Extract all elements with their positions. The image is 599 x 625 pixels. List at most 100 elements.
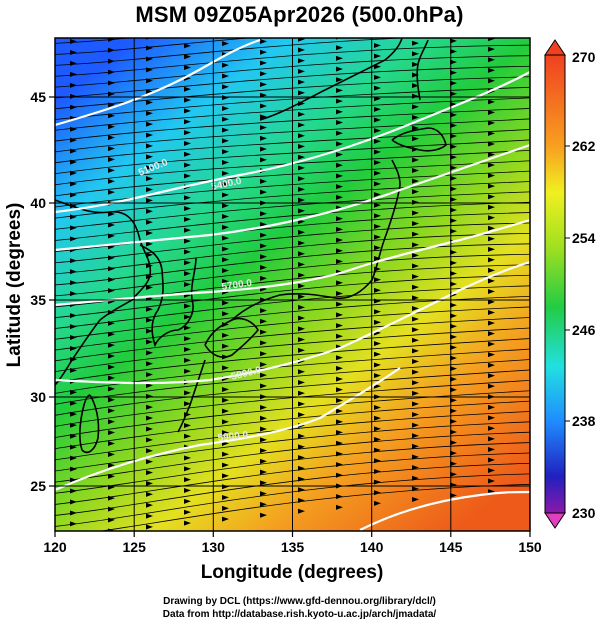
streamline-arrow bbox=[412, 104, 419, 110]
streamline-arrow bbox=[108, 178, 115, 184]
streamline-arrow bbox=[260, 49, 267, 55]
streamline bbox=[55, 431, 530, 483]
streamline-arrow bbox=[488, 288, 495, 294]
streamline-arrow bbox=[222, 397, 229, 403]
streamline-arrow bbox=[450, 218, 457, 224]
streamline-arrow bbox=[108, 233, 115, 239]
streamline-arrow bbox=[260, 38, 267, 44]
streamline-arrow bbox=[146, 110, 153, 116]
streamline-arrow bbox=[450, 144, 457, 150]
streamline-arrow bbox=[70, 214, 77, 220]
streamline-arrow bbox=[488, 457, 495, 463]
streamline-arrow bbox=[70, 324, 77, 330]
streamline-arrow bbox=[412, 125, 419, 131]
streamline-arrow bbox=[488, 38, 495, 42]
streamline-arrow bbox=[184, 303, 191, 309]
streamline bbox=[98, 483, 530, 531]
streamline-arrow bbox=[336, 55, 343, 61]
streamline-arrow bbox=[298, 26, 305, 31]
streamline-arrow bbox=[488, 320, 495, 326]
streamline-arrow bbox=[260, 157, 267, 163]
streamline-arrow bbox=[222, 62, 229, 68]
streamline-arrow bbox=[222, 181, 229, 187]
streamline-arrow bbox=[488, 67, 495, 73]
streamline-arrow bbox=[260, 221, 267, 227]
streamline-arrow bbox=[146, 187, 153, 193]
streamline-arrow bbox=[260, 448, 267, 454]
streamline bbox=[55, 390, 530, 438]
streamline-arrow bbox=[70, 444, 77, 450]
streamline-arrow bbox=[374, 351, 381, 357]
streamline-arrow bbox=[488, 404, 495, 410]
streamline-arrow bbox=[450, 123, 457, 129]
streamline bbox=[55, 452, 530, 505]
streamline-arrow bbox=[488, 278, 495, 284]
streamline-arrow bbox=[488, 299, 495, 305]
streamline-arrow bbox=[488, 57, 495, 63]
streamline bbox=[55, 139, 530, 175]
streamline-arrow bbox=[184, 54, 191, 60]
streamline-arrow bbox=[184, 33, 191, 38]
streamline-arrow bbox=[70, 39, 77, 45]
streamline-arrow bbox=[70, 159, 77, 165]
streamline-arrow bbox=[374, 74, 381, 80]
streamline-arrow bbox=[146, 448, 153, 454]
streamline bbox=[55, 306, 530, 351]
streamline-arrow bbox=[70, 137, 77, 143]
streamline-arrow bbox=[488, 15, 495, 20]
streamline-arrow bbox=[184, 390, 191, 396]
streamline-arrow bbox=[222, 105, 229, 111]
streamline-arrow bbox=[336, 87, 343, 93]
streamline-arrow bbox=[146, 328, 153, 334]
streamline-arrow bbox=[184, 173, 191, 179]
streamline-arrow bbox=[488, 131, 495, 137]
streamline-arrow bbox=[298, 401, 305, 407]
coast-china-korea bbox=[55, 199, 152, 386]
streamline-arrow bbox=[108, 353, 115, 359]
streamline-arrow bbox=[108, 47, 115, 53]
streamline-arrow bbox=[70, 236, 77, 242]
streamline-arrow bbox=[108, 342, 115, 348]
y-tick-label: 25 bbox=[30, 478, 46, 494]
streamline-arrow bbox=[146, 67, 153, 73]
streamline-arrow bbox=[222, 149, 229, 155]
streamline-arrow bbox=[412, 412, 419, 418]
streamline-arrow bbox=[412, 72, 419, 78]
streamline-arrow bbox=[70, 335, 77, 341]
streamline-arrow bbox=[298, 251, 305, 257]
streamline-arrow bbox=[450, 450, 457, 456]
streamline-arrow bbox=[374, 500, 381, 506]
streamline-arrow bbox=[222, 332, 229, 338]
streamline-arrow bbox=[336, 333, 343, 339]
streamline-arrow bbox=[450, 197, 457, 203]
streamline-arrow bbox=[108, 38, 115, 42]
streamline-arrow bbox=[298, 197, 305, 203]
streamline-arrow bbox=[298, 283, 305, 289]
streamline-arrow bbox=[336, 280, 343, 286]
streamline-arrow bbox=[184, 488, 191, 494]
streamline-arrow bbox=[108, 211, 115, 217]
streamline-arrow bbox=[260, 232, 267, 238]
streamline-arrow bbox=[222, 365, 229, 371]
streamline bbox=[55, 274, 530, 319]
streamline-arrow bbox=[412, 496, 419, 502]
streamline-arrow bbox=[336, 387, 343, 393]
streamline-arrow bbox=[450, 207, 457, 213]
y-tick-label: 45 bbox=[30, 89, 46, 105]
streamline-arrow bbox=[70, 258, 77, 264]
streamline-arrow bbox=[412, 316, 419, 322]
streamline-arrow bbox=[488, 310, 495, 316]
streamline-arrow bbox=[222, 505, 229, 511]
streamline-arrow bbox=[184, 455, 191, 461]
streamline-arrow bbox=[70, 411, 77, 417]
streamline-arrow bbox=[260, 243, 267, 249]
streamline-arrow bbox=[450, 91, 457, 97]
streamline-arrow bbox=[450, 440, 457, 446]
x-tick-label: 135 bbox=[281, 539, 305, 555]
streamline-arrow bbox=[184, 509, 191, 515]
streamline-arrow bbox=[70, 192, 77, 198]
contour-line bbox=[55, 143, 530, 252]
streamline-arrow bbox=[70, 225, 77, 231]
streamline-arrow bbox=[336, 504, 343, 510]
streamline-arrow bbox=[412, 359, 419, 365]
